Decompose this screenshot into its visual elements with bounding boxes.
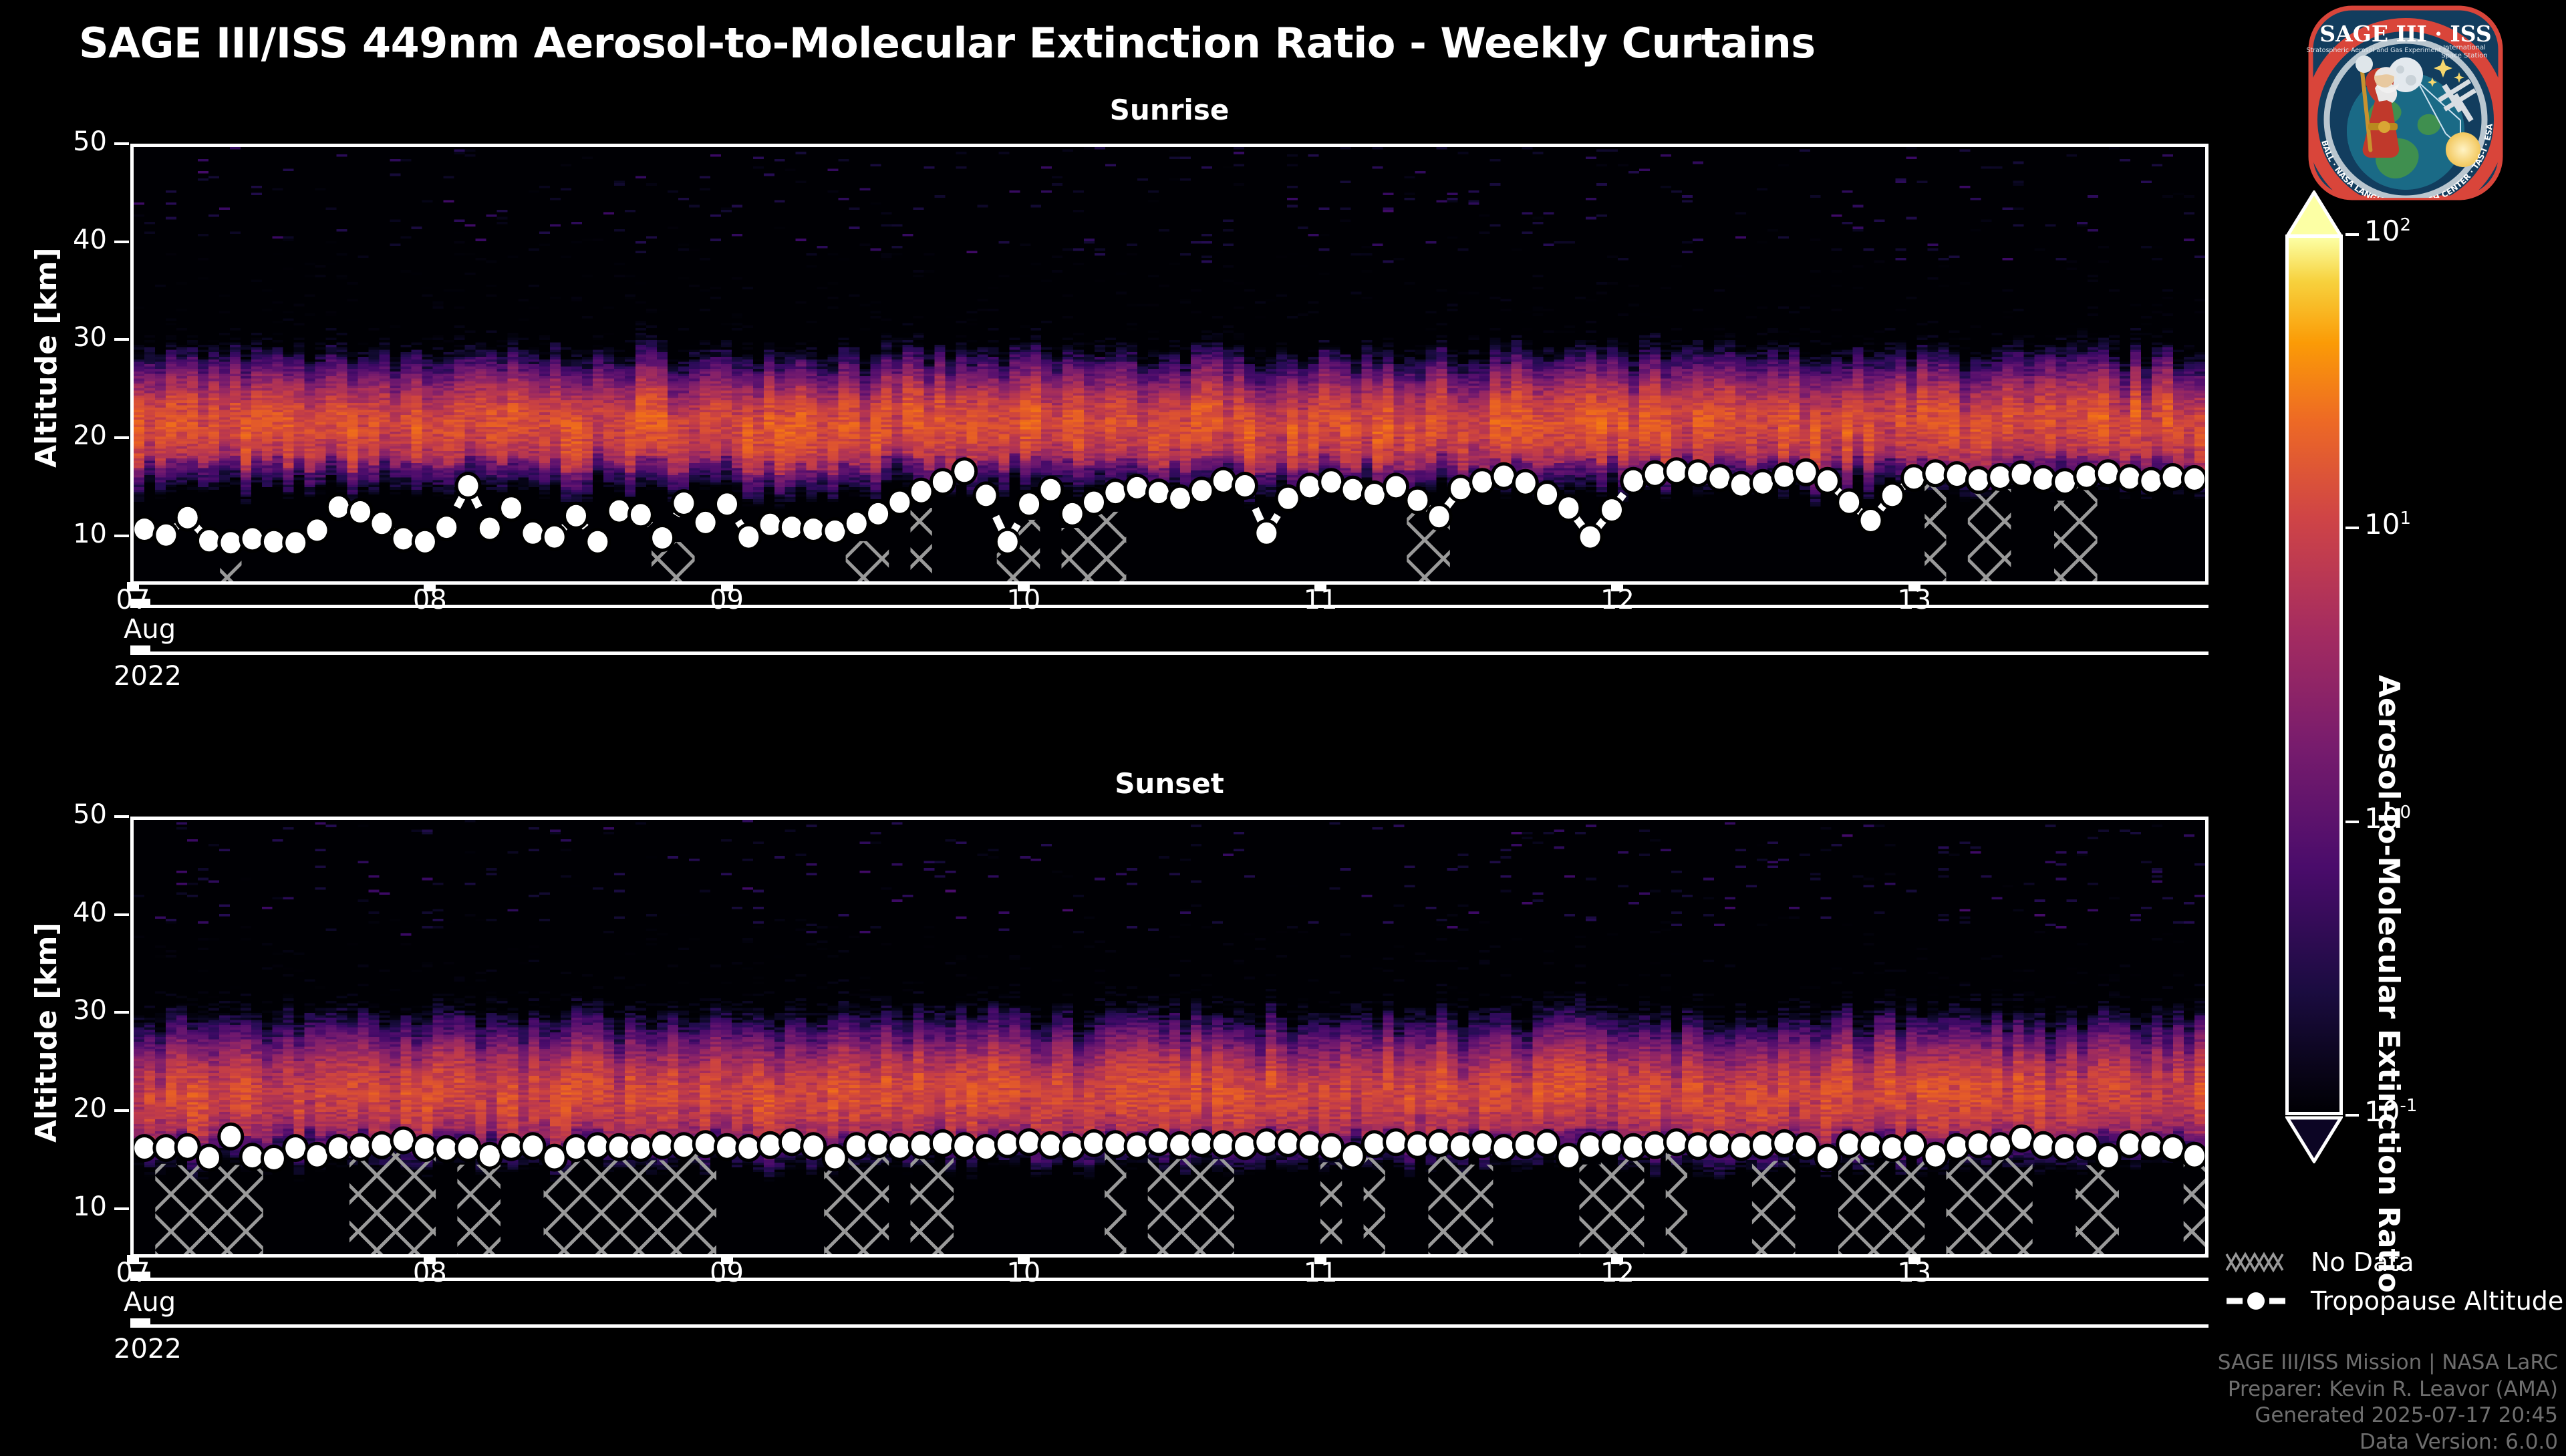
x-tick-mark xyxy=(1908,582,1920,591)
x-axis-month-label: Aug xyxy=(124,1287,176,1318)
x-tick-label-12: 12 xyxy=(1600,585,1634,615)
y-tick-label-30: 30 xyxy=(73,322,107,353)
no-data-hatch-region xyxy=(155,1146,2205,1254)
colorbar: 102 101 100 10-1 xyxy=(2285,190,2417,1163)
x-axis-year-label: 2022 xyxy=(114,1334,182,1364)
colorbar-tick-mark xyxy=(2345,1114,2359,1117)
x-tick-mark xyxy=(1314,582,1327,591)
x-axis-year-label: 2022 xyxy=(114,661,182,692)
colorbar-tick-label-0: 102 xyxy=(2364,214,2411,247)
logo-title: SAGE III · ISS xyxy=(2319,21,2491,47)
panel-title-sunrise: Sunrise xyxy=(1109,94,1230,126)
y-tick-mark xyxy=(114,1207,129,1210)
x-tick-mark xyxy=(1611,582,1624,591)
y-tick-mark xyxy=(114,913,129,916)
x-tick-mark xyxy=(720,1255,733,1264)
legend-item-no-data: No Data xyxy=(2225,1243,2559,1282)
colorbar-tick-mark xyxy=(2345,820,2359,823)
no-data-hatch-region xyxy=(220,477,2098,581)
svg-text:Space Station: Space Station xyxy=(2441,52,2487,59)
y-tick-label-50: 50 xyxy=(73,799,107,830)
x-tick-mark xyxy=(1017,582,1030,591)
x-tick-label-08: 08 xyxy=(412,585,447,615)
date-rule-year-tick xyxy=(130,1318,150,1328)
legend: No Data Tropopause Altitude xyxy=(2225,1243,2563,1320)
date-rule-month xyxy=(130,1278,2208,1281)
x-tick-label-11: 11 xyxy=(1303,585,1338,615)
x-tick-mark xyxy=(127,582,139,591)
panel-title-sunset: Sunset xyxy=(1115,767,1224,800)
y-tick-mark xyxy=(114,142,129,145)
colorbar-tick-label-1: 101 xyxy=(2364,508,2411,541)
legend-item-tropopause: Tropopause Altitude xyxy=(2225,1282,2563,1320)
footer-line-mission: SAGE III/ISS Mission | NASA LaRC xyxy=(2217,1350,2558,1374)
y-tick-mark xyxy=(114,436,129,439)
sunset-overlay xyxy=(134,1122,2205,1254)
y-tick-label-10: 10 xyxy=(73,1191,107,1222)
sunset-curtain-plot xyxy=(130,817,2208,1258)
x-tick-label-11: 11 xyxy=(1303,1258,1338,1288)
x-tick-label-09: 09 xyxy=(710,1258,744,1288)
footer-credits: SAGE III/ISS Mission | NASA LaRC Prepare… xyxy=(2218,1350,2558,1456)
y-tick-label-40: 40 xyxy=(73,224,107,255)
colorbar-tick-label-3: 10-1 xyxy=(2364,1095,2418,1128)
y-tick-mark xyxy=(114,338,129,341)
x-tick-label-10: 10 xyxy=(1006,1258,1041,1288)
x-tick-mark xyxy=(1314,1255,1327,1264)
date-rule-year xyxy=(130,1324,2208,1328)
sage-iii-iss-mission-patch-logo: BALL · NASA LANGLEY RESEARCH CENTER · TA… xyxy=(2305,3,2506,203)
x-tick-label-13: 13 xyxy=(1897,1258,1932,1288)
x-tick-mark xyxy=(720,582,733,591)
y-tick-mark xyxy=(114,1109,129,1112)
date-rule-month-tick xyxy=(130,599,150,608)
x-axis-month-label: Aug xyxy=(124,614,176,645)
tropopause-line-icon xyxy=(2225,1286,2296,1316)
date-rule-month-tick xyxy=(130,1272,150,1281)
footer-line-generated: Generated 2025-07-17 20:45 xyxy=(2255,1403,2558,1428)
footer-line-preparer: Preparer: Kevin R. Leavor (AMA) xyxy=(2227,1376,2558,1401)
x-tick-label-10: 10 xyxy=(1006,585,1041,615)
x-tick-label-12: 12 xyxy=(1600,1258,1634,1288)
x-tick-label-08: 08 xyxy=(412,1258,447,1288)
y-tick-label-20: 20 xyxy=(73,420,107,451)
tropopause-markers xyxy=(134,457,2205,557)
colorbar-tick-label-2: 100 xyxy=(2364,801,2411,835)
y-tick-mark xyxy=(114,1011,129,1014)
y-tick-label-50: 50 xyxy=(73,126,107,157)
y-tick-mark xyxy=(114,240,129,243)
colorbar-gradient xyxy=(2285,235,2343,1115)
x-tick-mark xyxy=(424,1255,436,1264)
x-tick-mark xyxy=(1611,1255,1624,1264)
y-tick-label-30: 30 xyxy=(73,995,107,1026)
page-title: SAGE III/ISS 449nm Aerosol-to-Molecular … xyxy=(79,19,1816,67)
y-tick-mark xyxy=(114,534,129,537)
x-tick-mark xyxy=(1908,1255,1920,1264)
date-rule-month xyxy=(130,605,2208,608)
x-tick-label-09: 09 xyxy=(710,585,744,615)
date-rule-year xyxy=(130,651,2208,655)
colorbar-min-extend-arrow xyxy=(2285,1115,2343,1163)
x-tick-mark xyxy=(1017,1255,1030,1264)
legend-label-tropopause: Tropopause Altitude xyxy=(2311,1286,2564,1316)
colorbar-tick-mark xyxy=(2345,233,2359,236)
y-tick-label-20: 20 xyxy=(73,1093,107,1124)
colorbar-tick-mark xyxy=(2345,527,2359,530)
logo-subtitle-left: Stratospheric Aerosol and Gas Experiment… xyxy=(2306,47,2448,54)
sunrise-curtain-plot xyxy=(130,144,2208,585)
x-tick-mark xyxy=(127,1255,139,1264)
legend-label-no-data: No Data xyxy=(2311,1248,2414,1277)
colorbar-axis-title: Aerosol-To-Molecular Extinction Ratio xyxy=(2372,675,2406,1293)
logo-subtitle-right: International xyxy=(2443,44,2486,51)
no-data-hatch-icon xyxy=(2225,1248,2296,1277)
footer-line-version: Data Version: 6.0.0 xyxy=(2359,1430,2558,1455)
tropopause-markers xyxy=(134,1122,2205,1173)
colorbar-max-extend-arrow xyxy=(2285,190,2343,239)
y-tick-label-10: 10 xyxy=(73,518,107,549)
x-tick-label-13: 13 xyxy=(1897,585,1932,615)
sunrise-overlay xyxy=(134,457,2205,581)
date-rule-year-tick xyxy=(130,645,150,655)
y-tick-mark xyxy=(114,815,129,818)
y-tick-label-40: 40 xyxy=(73,897,107,928)
x-tick-mark xyxy=(424,582,436,591)
